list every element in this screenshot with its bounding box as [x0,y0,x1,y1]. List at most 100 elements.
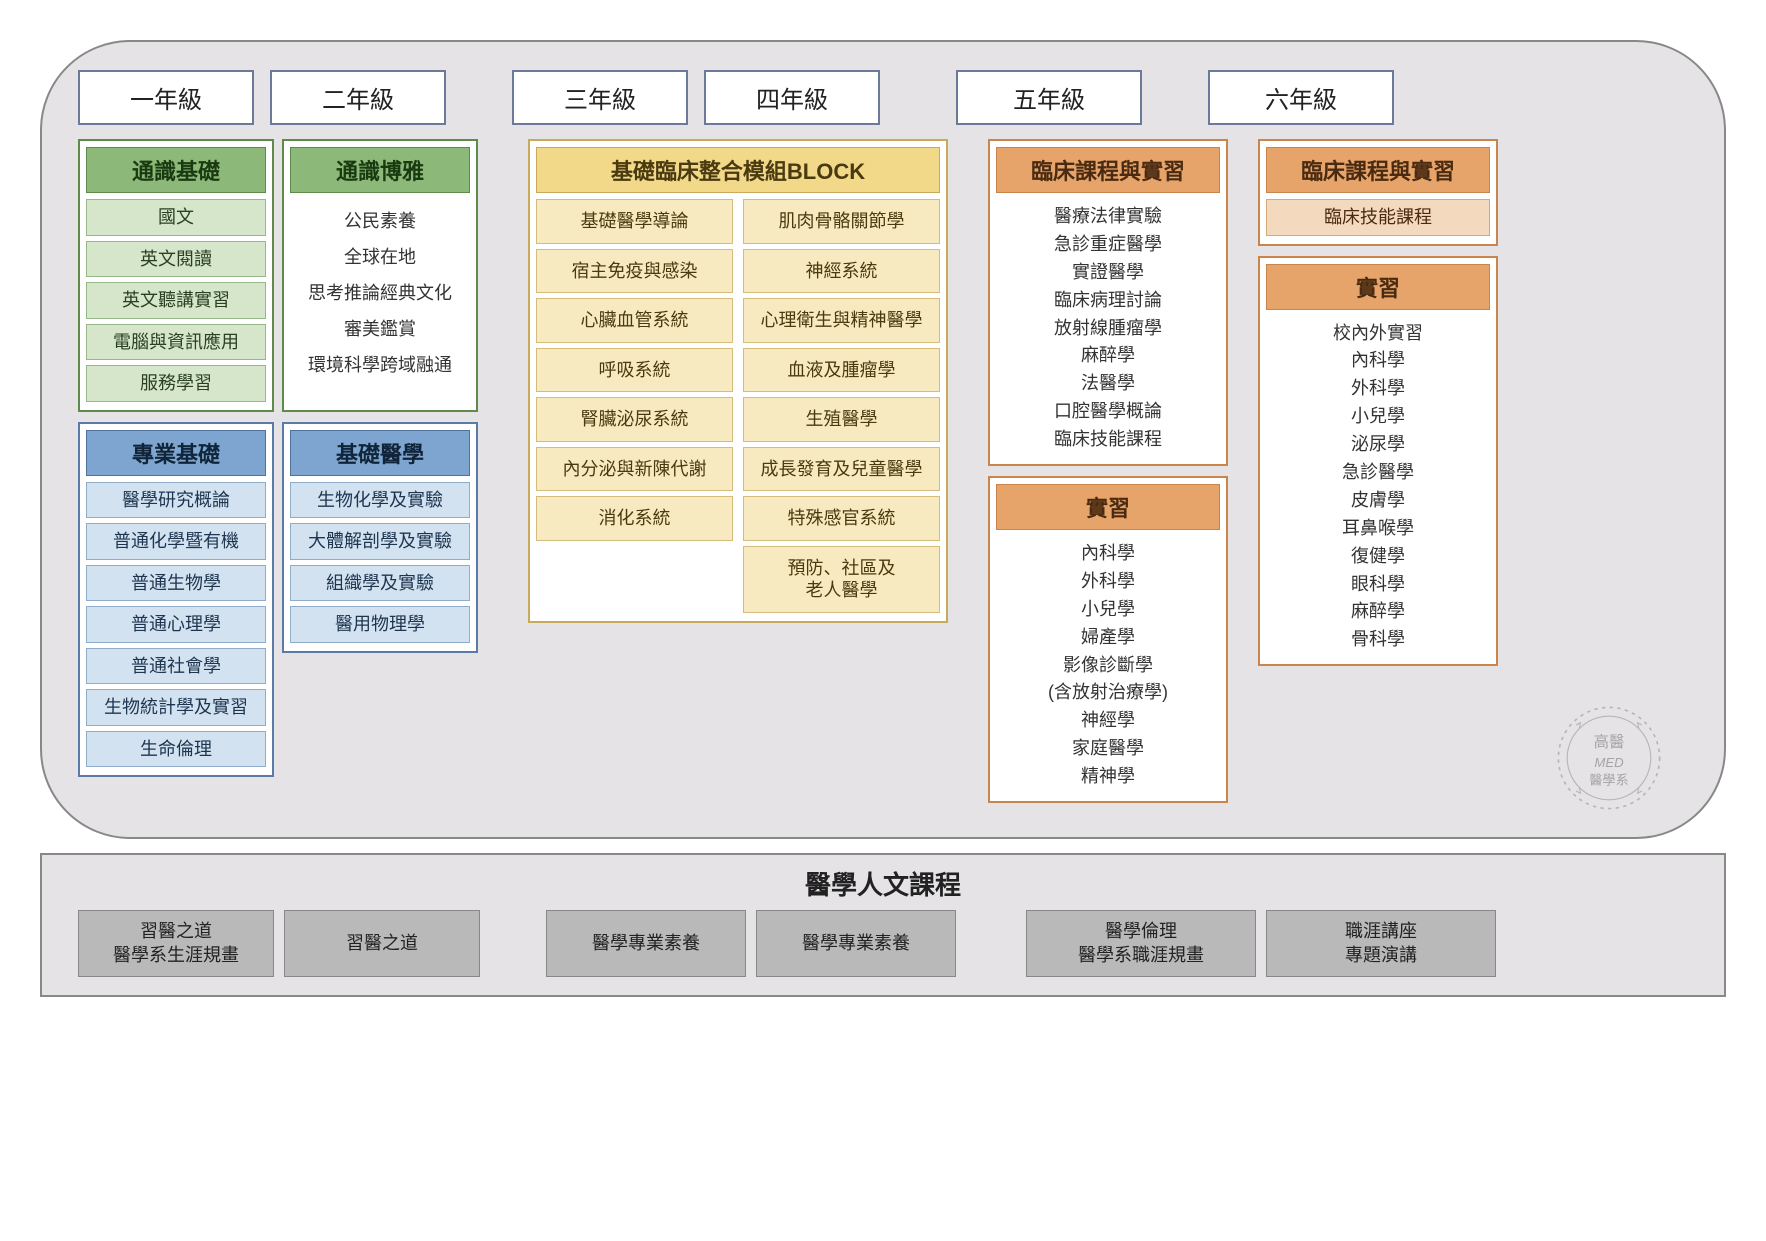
panel-header: 通識基礎 [86,147,266,193]
course-item: 英文閱讀 [86,241,266,278]
humanities-cell: 醫學專業素養 [546,910,746,977]
course-item: 英文聽講實習 [86,282,266,319]
course-line: 小兒學 [996,596,1220,624]
course-item: 電腦與資訊應用 [86,324,266,361]
course-line: 臨床病理討論 [996,287,1220,315]
course-item: 臨床技能課程 [1266,199,1490,236]
panel-header: 實習 [996,484,1220,530]
course-item: 生物統計學及實習 [86,689,266,726]
course-line: 精神學 [996,763,1220,791]
course-item: 心臟血管系統 [536,298,733,343]
course-line: 實證醫學 [996,259,1220,287]
panel-block-modules: 基礎臨床整合模組BLOCK 基礎醫學導論宿主免疫與感染心臟血管系統呼吸系統腎臟泌… [528,139,948,623]
panel-internship-5: 實習 內科學外科學小兒學婦產學影像診斷學(含放射治療學)神經學家庭醫學精神學 [988,476,1228,803]
course-line: 麻醉學 [1266,598,1490,626]
col-year-1-2: 通識基礎 國文英文閱讀英文聽講實習電腦與資訊應用服務學習 通識博雅 公民素養全球… [78,139,478,787]
course-line: 全球在地 [290,239,470,275]
course-line: 臨床技能課程 [996,426,1220,454]
course-line: 復健學 [1266,543,1490,571]
course-item: 國文 [86,199,266,236]
svg-text:MED: MED [1594,755,1624,770]
svg-text:高醫: 高醫 [1594,733,1625,751]
course-line: 小兒學 [1266,403,1490,431]
course-item: 生命倫理 [86,731,266,768]
year-label: 五年級 [956,70,1142,125]
course-line: 皮膚學 [1266,487,1490,515]
panel-header: 通識博雅 [290,147,470,193]
panel-header: 基礎醫學 [290,430,470,476]
course-line: 神經學 [996,707,1220,735]
course-item: 預防、社區及老人醫學 [743,546,940,613]
panel-header: 臨床課程與實習 [996,147,1220,193]
course-item: 成長發育及兒童醫學 [743,447,940,492]
col-year-3-4: 基礎臨床整合模組BLOCK 基礎醫學導論宿主免疫與感染心臟血管系統呼吸系統腎臟泌… [528,139,948,633]
content-row: 通識基礎 國文英文閱讀英文聽講實習電腦與資訊應用服務學習 通識博雅 公民素養全球… [78,139,1688,813]
course-line: 急診醫學 [1266,459,1490,487]
course-line: 公民素養 [290,203,470,239]
col-year-5: 臨床課程與實習 醫療法律實驗急診重症醫學實證醫學臨床病理討論放射線腫瘤學麻醉學法… [988,139,1228,813]
course-line: 校內外實習 [1266,320,1490,348]
panel-header: 臨床課程與實習 [1266,147,1490,193]
course-item: 特殊感官系統 [743,496,940,541]
humanities-cell: 習醫之道 [284,910,480,977]
humanities-title: 醫學人文課程 [78,865,1688,902]
course-item: 生物化學及實驗 [290,482,470,519]
year-label: 二年級 [270,70,446,125]
course-item: 普通化學暨有機 [86,523,266,560]
course-item: 醫用物理學 [290,606,470,643]
panel-header: 實習 [1266,264,1490,310]
course-line: 麻醉學 [996,342,1220,370]
course-item: 消化系統 [536,496,733,541]
panel-clinical-courses-6: 臨床課程與實習 臨床技能課程 [1258,139,1498,246]
course-line: 內科學 [1266,347,1490,375]
panel-internship-6: 實習 校內外實習內科學外科學小兒學泌尿學急診醫學皮膚學耳鼻喉學復健學眼科學麻醉學… [1258,256,1498,667]
course-item: 內分泌與新陳代謝 [536,447,733,492]
panel-professional-foundation: 專業基礎 醫學研究概論普通化學暨有機普通生物學普通心理學普通社會學生物統計學及實… [78,422,274,778]
course-line: 外科學 [996,568,1220,596]
course-line: 環境科學跨域融通 [290,347,470,383]
svg-text:醫學系: 醫學系 [1589,772,1629,787]
course-line: 放射線腫瘤學 [996,315,1220,343]
course-line: 內科學 [996,540,1220,568]
course-line: 耳鼻喉學 [1266,515,1490,543]
humanities-section: 醫學人文課程 習醫之道醫學系生涯規畫習醫之道醫學專業素養醫學專業素養醫學倫理醫學… [40,853,1726,997]
course-line: 審美鑑賞 [290,311,470,347]
panel-clinical-courses-5: 臨床課程與實習 醫療法律實驗急診重症醫學實證醫學臨床病理討論放射線腫瘤學麻醉學法… [988,139,1228,466]
course-line: 急診重症醫學 [996,231,1220,259]
course-line: 婦產學 [996,624,1220,652]
course-item: 基礎醫學導論 [536,199,733,244]
year-label: 一年級 [78,70,254,125]
course-line: 泌尿學 [1266,431,1490,459]
panel-header: 基礎臨床整合模組BLOCK [536,147,940,193]
course-item: 神經系統 [743,249,940,294]
year-labels-row: 一年級二年級 三年級四年級 五年級 六年級 [78,70,1688,125]
panel-basic-medicine: 基礎醫學 生物化學及實驗大體解剖學及實驗組織學及實驗醫用物理學 [282,422,478,653]
year-label: 三年級 [512,70,688,125]
course-item: 呼吸系統 [536,348,733,393]
course-item: 肌肉骨骼關節學 [743,199,940,244]
year-label: 六年級 [1208,70,1394,125]
course-line: 外科學 [1266,375,1490,403]
course-item: 普通社會學 [86,648,266,685]
course-item: 服務學習 [86,365,266,402]
course-line: 思考推論經典文化 [290,275,470,311]
panel-header: 專業基礎 [86,430,266,476]
course-item: 血液及腫瘤學 [743,348,940,393]
year-label: 四年級 [704,70,880,125]
course-item: 心理衛生與精神醫學 [743,298,940,343]
course-item: 腎臟泌尿系統 [536,397,733,442]
humanities-cell: 習醫之道醫學系生涯規畫 [78,910,274,977]
course-line: (含放射治療學) [996,679,1220,707]
humanities-cell: 醫學倫理醫學系職涯規畫 [1026,910,1256,977]
course-line: 骨科學 [1266,626,1490,654]
course-line: 影像診斷學 [996,652,1220,680]
col-year-6: 臨床課程與實習 臨床技能課程 實習 校內外實習內科學外科學小兒學泌尿學急診醫學皮… [1258,139,1498,676]
course-line: 眼科學 [1266,571,1490,599]
humanities-cell: 職涯講座專題演講 [1266,910,1496,977]
course-line: 法醫學 [996,370,1220,398]
humanities-row: 習醫之道醫學系生涯規畫習醫之道醫學專業素養醫學專業素養醫學倫理醫學系職涯規畫職涯… [78,910,1688,977]
course-item: 醫學研究概論 [86,482,266,519]
course-item: 生殖醫學 [743,397,940,442]
humanities-cell: 醫學專業素養 [756,910,956,977]
panel-general-liberal: 通識博雅 公民素養全球在地思考推論經典文化審美鑑賞環境科學跨域融通 [282,139,478,412]
